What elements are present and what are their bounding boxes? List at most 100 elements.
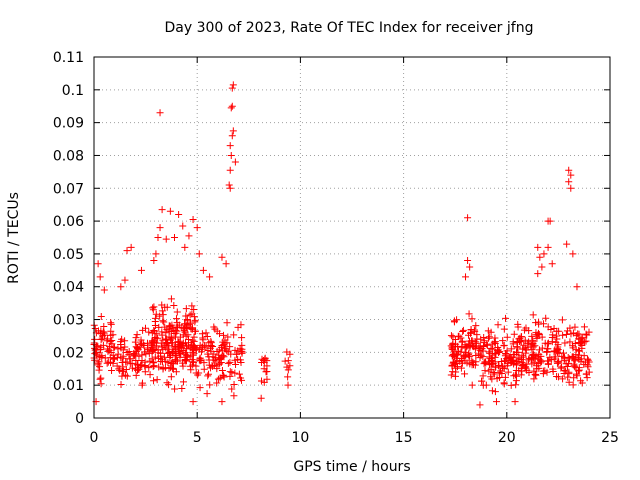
y-tick-label: 0.06 (53, 214, 84, 230)
data-point (121, 343, 129, 351)
data-point (224, 359, 232, 367)
data-point (96, 375, 104, 383)
data-point (542, 314, 550, 322)
data-point (522, 364, 530, 372)
data-point (181, 243, 189, 251)
data-point (218, 253, 226, 261)
data-point (525, 327, 533, 335)
data-point (208, 362, 216, 370)
data-point (584, 363, 592, 371)
data-point (182, 352, 190, 360)
data-point (237, 321, 245, 329)
data-point (569, 381, 577, 389)
data-point (452, 360, 460, 368)
data-point (480, 337, 488, 345)
data-point (284, 373, 292, 381)
data-point (567, 171, 575, 179)
data-point (158, 307, 166, 315)
data-point (549, 368, 557, 376)
data-point (514, 320, 522, 328)
y-tick-label: 0.07 (53, 181, 84, 197)
data-point (107, 331, 115, 339)
data-point (284, 381, 292, 389)
data-point (127, 243, 135, 251)
data-point (447, 371, 455, 379)
data-point (562, 331, 570, 339)
data-points (90, 81, 593, 409)
data-point (118, 367, 126, 375)
data-point (119, 354, 127, 362)
data-point (163, 325, 171, 333)
data-point (517, 371, 525, 379)
chart-title: Day 300 of 2023, Rate Of TEC Index for r… (165, 20, 534, 36)
data-point (117, 283, 125, 291)
data-point (132, 357, 140, 365)
data-point (136, 340, 144, 348)
data-point (185, 342, 193, 350)
data-point (511, 398, 519, 406)
data-point (227, 151, 235, 159)
data-point (574, 330, 582, 338)
data-point (155, 363, 163, 371)
data-point (538, 333, 546, 341)
data-point (538, 344, 546, 352)
data-point (114, 350, 122, 358)
data-point (487, 355, 495, 363)
data-point (105, 342, 113, 350)
data-point (499, 337, 507, 345)
data-point (487, 344, 495, 352)
data-point (117, 380, 125, 388)
data-point (172, 350, 180, 358)
data-point (99, 328, 107, 336)
data-point (581, 338, 589, 346)
data-point (223, 319, 231, 327)
data-point (166, 207, 174, 215)
data-point (149, 304, 157, 312)
data-point (173, 315, 181, 323)
data-point (548, 333, 556, 341)
data-point (133, 331, 141, 339)
data-point (216, 359, 224, 367)
data-point (199, 336, 207, 344)
data-point (228, 385, 236, 393)
data-point (574, 367, 582, 375)
data-point (472, 338, 480, 346)
data-point (230, 331, 238, 339)
data-point (139, 326, 147, 334)
data-point (156, 224, 164, 232)
data-point (465, 349, 473, 357)
data-point (454, 332, 462, 340)
data-point (142, 350, 150, 358)
data-point (583, 374, 591, 382)
data-point (535, 346, 543, 354)
data-point (137, 266, 145, 274)
data-point (203, 390, 211, 398)
data-point (183, 324, 191, 332)
y-tick-label: 0.02 (53, 345, 84, 361)
data-point (162, 329, 170, 337)
data-point (179, 378, 187, 386)
data-point (474, 350, 482, 358)
data-point (148, 337, 156, 345)
data-point (226, 142, 234, 150)
data-point (213, 347, 221, 355)
data-point (189, 358, 197, 366)
data-point (204, 372, 212, 380)
data-point (284, 357, 292, 365)
data-point (179, 222, 187, 230)
data-point (459, 327, 467, 335)
data-point (227, 104, 235, 112)
data-point (207, 337, 215, 345)
data-point (163, 379, 171, 387)
data-point (468, 337, 476, 345)
x-tick-label: 20 (498, 430, 516, 446)
data-point (151, 318, 159, 326)
data-point (509, 340, 517, 348)
data-point (158, 328, 166, 336)
data-point (484, 327, 492, 335)
data-point (286, 362, 294, 370)
data-point (491, 363, 499, 371)
data-point (558, 363, 566, 371)
data-point (123, 349, 131, 357)
data-point (167, 373, 175, 381)
